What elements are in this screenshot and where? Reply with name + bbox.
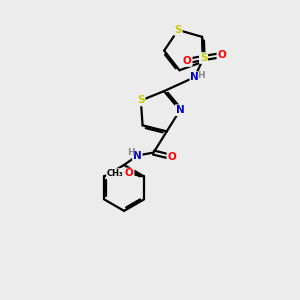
Text: O: O	[218, 50, 226, 60]
Text: S: S	[137, 95, 145, 106]
Text: O: O	[183, 56, 192, 66]
Text: N: N	[176, 105, 184, 115]
Text: S: S	[200, 53, 207, 63]
Text: H: H	[197, 71, 205, 80]
Text: N: N	[133, 151, 142, 160]
Text: O: O	[125, 169, 134, 178]
Text: S: S	[174, 25, 182, 35]
Text: CH₃: CH₃	[107, 169, 123, 178]
Text: N: N	[190, 72, 199, 82]
Text: H: H	[127, 148, 135, 157]
Text: O: O	[167, 152, 176, 162]
